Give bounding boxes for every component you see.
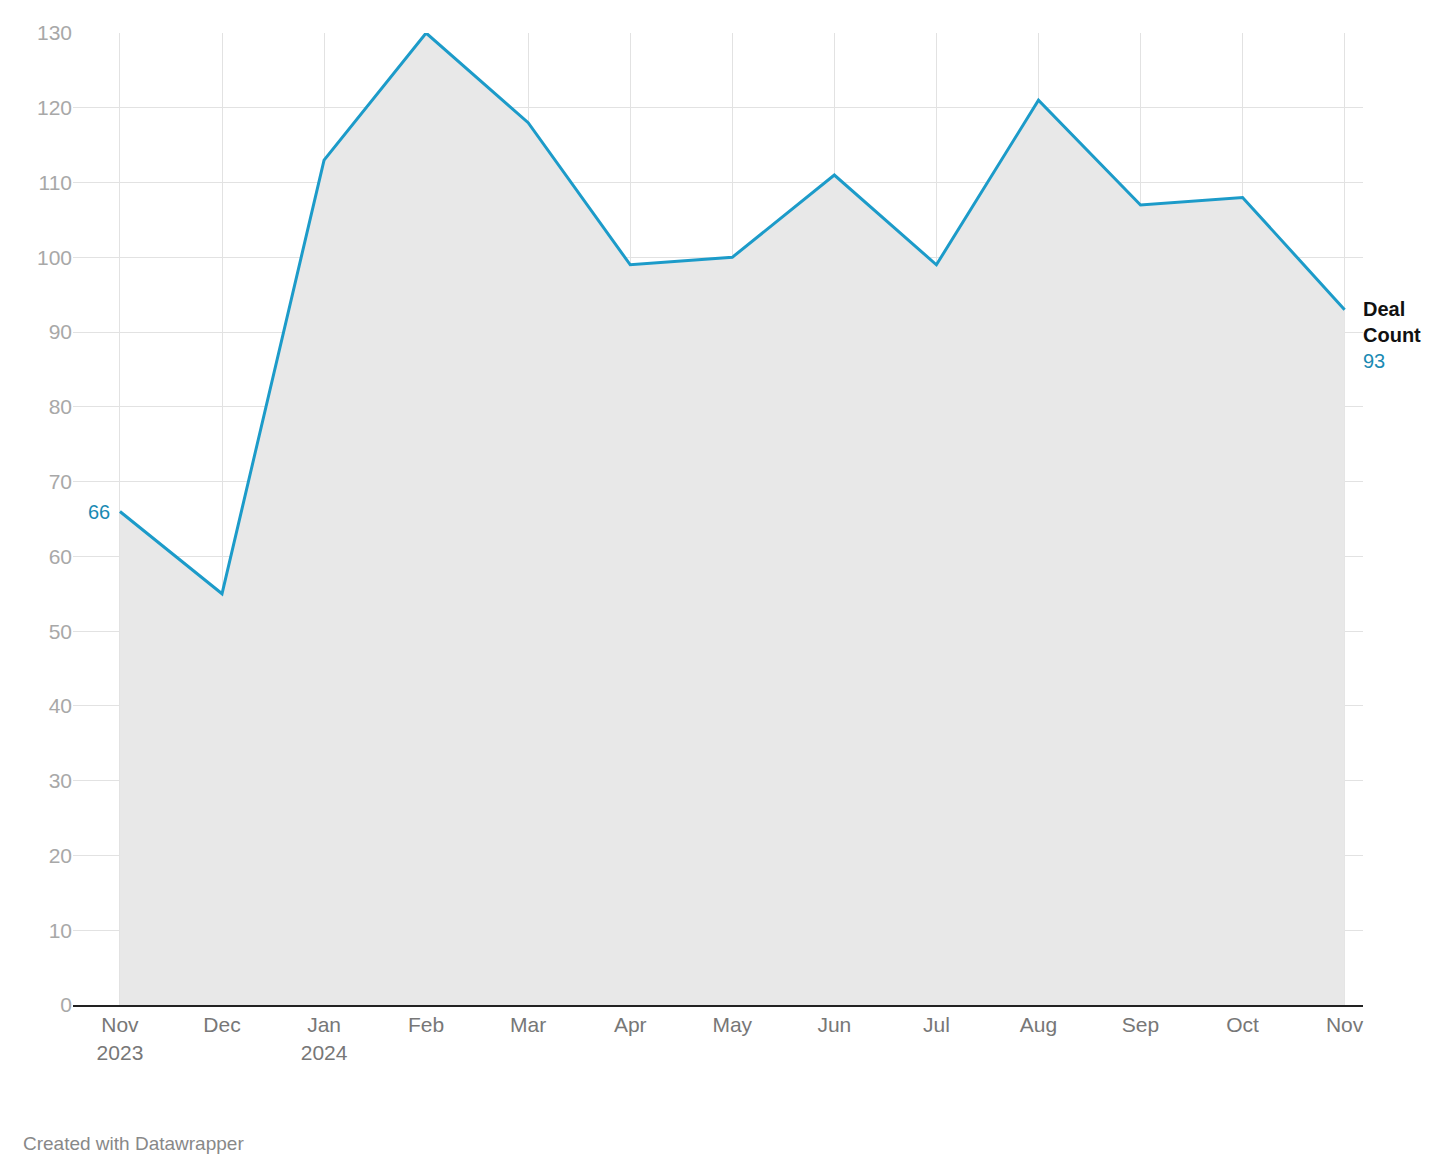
svg-text:70: 70 (49, 470, 72, 493)
svg-text:Mar: Mar (510, 1013, 546, 1036)
svg-text:110: 110 (39, 171, 72, 194)
svg-text:60: 60 (49, 545, 72, 568)
svg-text:20: 20 (49, 844, 72, 867)
svg-text:50: 50 (49, 620, 72, 643)
svg-text:Jan2024: Jan2024 (301, 1013, 348, 1063)
svg-text:66: 66 (88, 501, 110, 523)
svg-text:30: 30 (49, 769, 72, 792)
svg-text:Oct: Oct (1226, 1013, 1259, 1036)
svg-text:Apr: Apr (614, 1013, 647, 1036)
svg-text:May: May (712, 1013, 752, 1036)
svg-text:10: 10 (49, 919, 72, 942)
svg-text:Feb: Feb (408, 1013, 444, 1036)
svg-text:0: 0 (60, 993, 72, 1016)
svg-text:130: 130 (37, 21, 72, 44)
svg-text:Jun: Jun (817, 1013, 851, 1036)
svg-text:Nov2023: Nov2023 (97, 1013, 144, 1063)
svg-text:Aug: Aug (1020, 1013, 1057, 1036)
svg-text:Jul: Jul (923, 1013, 950, 1036)
svg-text:40: 40 (49, 694, 72, 717)
svg-text:Dec: Dec (203, 1013, 240, 1036)
svg-text:100: 100 (37, 246, 72, 269)
svg-text:80: 80 (49, 395, 72, 418)
svg-text:DealCount93: DealCount93 (1363, 298, 1421, 372)
svg-text:Sep: Sep (1122, 1013, 1159, 1036)
svg-text:Created with Datawrapper: Created with Datawrapper (23, 1133, 244, 1154)
svg-text:120: 120 (37, 96, 72, 119)
svg-text:90: 90 (49, 320, 72, 343)
svg-text:Nov: Nov (1326, 1013, 1364, 1036)
